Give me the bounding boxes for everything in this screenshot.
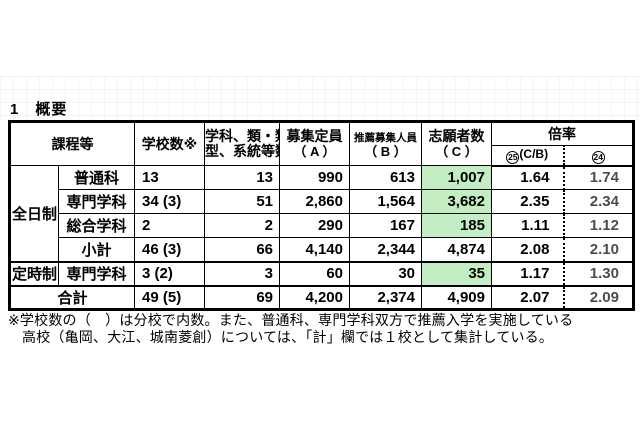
cell-category: 総合学科 (58, 213, 135, 238)
cell-capacity: 290 (279, 213, 350, 238)
col-header-recommended-line2: （ B ） (364, 144, 407, 159)
table-row: 専門学科 34 (3) 51 2,860 1,564 3,682 2.35 2.… (10, 189, 634, 214)
cell-recommended: 613 (349, 165, 422, 190)
section-title: 1 概要 (10, 101, 68, 118)
cell-recommended: 2,344 (349, 237, 422, 262)
cell-ratio-h25: 1.64 (491, 165, 564, 190)
footnote: ※学校数の（ ）は分校で内数。また、普通科、専門学科双方で推薦入学を実施している… (8, 312, 634, 346)
col-header-capacity-line1: 募集定員 (286, 128, 343, 144)
cell-ratio-h24: 1.12 (562, 213, 634, 238)
cell-departments: 2 (204, 213, 280, 238)
cell-schools: 49 (5) (134, 284, 205, 310)
cell-applicants: 3,682 (421, 189, 492, 214)
cell-ratio-h25: 1.17 (491, 260, 564, 286)
cell-applicants: 185 (421, 213, 492, 238)
col-header-schools: 学校数※ (134, 121, 205, 166)
col-header-departments-line1: 学科、類・類 (205, 128, 279, 144)
cell-category: 専門学科 (58, 189, 135, 214)
cell-ratio-h24: 2.09 (562, 284, 634, 310)
cell-schools: 34 (3) (134, 189, 205, 214)
cell-schools: 46 (3) (134, 237, 205, 262)
cell-ratio-h25: 2.35 (491, 189, 564, 214)
cell-category: 小計 (58, 237, 135, 262)
cell-ratio-h24: 2.34 (562, 189, 634, 214)
cell-applicants: 35 (421, 260, 492, 286)
table-row: 小計 46 (3) 66 4,140 2,344 4,874 2.08 2.10 (10, 237, 634, 262)
col-header-departments-line2: 型、系統等数 (205, 143, 279, 159)
col-header-ratio: 倍率 (491, 121, 634, 146)
header-row-top: 課程等 学校数※ 学科、類・類 型、系統等数 募集定員 （ A ） 推薦募集人員… (9, 121, 634, 166)
cell-total-label: 合計 (9, 284, 135, 310)
spreadsheet-grid-background (0, 76, 640, 120)
cell-capacity: 4,200 (279, 284, 350, 310)
col-header-applicants-line2: （ C ） (435, 144, 478, 159)
cell-applicants: 1,007 (421, 165, 492, 190)
col-header-capacity: 募集定員 （ A ） (279, 121, 350, 166)
cell-category: 普通科 (58, 165, 135, 190)
overview-table: 課程等 学校数※ 学科、類・類 型、系統等数 募集定員 （ A ） 推薦募集人員… (8, 120, 635, 311)
cell-category: 専門学科 (58, 260, 135, 286)
cell-recommended: 2,374 (349, 284, 422, 310)
cell-ratio-h25: 2.07 (491, 284, 564, 310)
cell-capacity: 990 (279, 165, 350, 190)
ratio-h25-suffix: (C/B) (519, 146, 549, 161)
cell-capacity: 2,860 (279, 189, 350, 214)
cell-schools: 2 (134, 213, 205, 238)
header-row-sub: 25 (C/B) 24 (10, 145, 634, 167)
cell-ratio-h24: 2.10 (562, 237, 634, 262)
col-header-course: 課程等 (9, 121, 135, 166)
cell-ratio-h25: 2.08 (491, 237, 564, 262)
cell-departments: 66 (204, 237, 280, 262)
cell-applicants: 4,874 (421, 237, 492, 262)
col-header-departments: 学科、類・類 型、系統等数 (204, 121, 280, 166)
cell-ratio-h24: 1.74 (562, 165, 634, 190)
table-row-total: 合計 49 (5) 69 4,200 2,374 4,909 2.07 2.09 (9, 284, 634, 310)
col-header-capacity-line2: （ A ） (293, 144, 336, 159)
cell-capacity: 4,140 (279, 237, 350, 262)
cell-course-parttime: 定時制 (9, 260, 59, 286)
cell-recommended: 30 (349, 260, 422, 286)
cell-departments: 13 (204, 165, 280, 190)
col-header-applicants: 志願者数 （ C ） (421, 121, 492, 166)
cell-course-fulltime: 全日制 (9, 165, 59, 262)
cell-departments: 3 (204, 260, 280, 286)
col-header-recommended-line1: 推薦募集人員 (354, 132, 417, 144)
cell-schools: 3 (2) (134, 260, 205, 286)
cell-ratio-h25: 1.11 (491, 213, 564, 238)
cell-capacity: 60 (279, 260, 350, 286)
cell-departments: 51 (204, 189, 280, 214)
footnote-line1: ※学校数の（ ）は分校で内数。また、普通科、専門学科双方で推薦入学を実施している (8, 312, 574, 328)
cell-recommended: 1,564 (349, 189, 422, 214)
table-row: 総合学科 2 2 290 167 185 1.11 1.12 (10, 213, 634, 238)
footnote-line2: 高校（亀岡、大江、城南菱創）については、「計」欄では１校として集計している。 (22, 329, 554, 345)
table-row: 定時制 専門学科 3 (2) 3 60 30 35 1.17 1.30 (9, 260, 634, 286)
cell-ratio-h24: 1.30 (562, 260, 634, 286)
circled-25-icon: 25 (506, 150, 520, 164)
cell-applicants: 4,909 (421, 284, 492, 310)
col-header-ratio-h25: 25 (C/B) (491, 145, 564, 167)
col-header-applicants-line1: 志願者数 (428, 128, 485, 144)
cell-recommended: 167 (349, 213, 422, 238)
circled-24-icon: 24 (591, 150, 605, 164)
cell-departments: 69 (204, 284, 280, 310)
cell-schools: 13 (134, 165, 205, 190)
col-header-recommended: 推薦募集人員 （ B ） (349, 121, 422, 166)
table-row: 全日制 普通科 13 13 990 613 1,007 1.64 1.74 (9, 165, 634, 262)
col-header-ratio-h24: 24 (562, 145, 634, 167)
